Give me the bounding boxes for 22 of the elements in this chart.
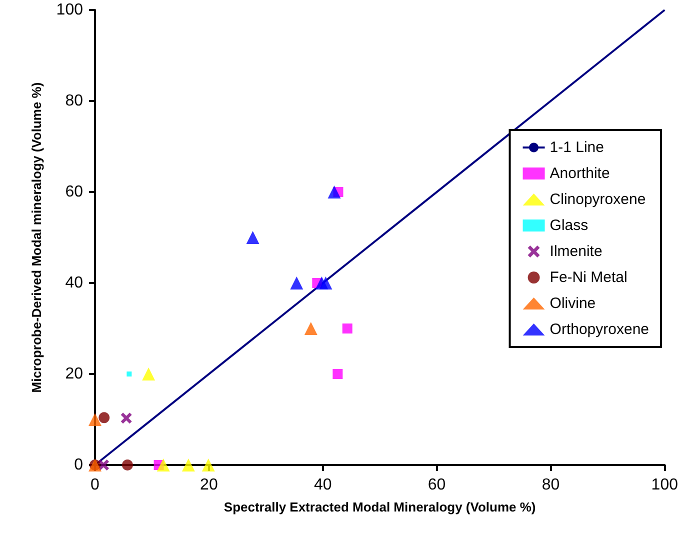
legend-label: Glass xyxy=(550,217,588,234)
y-tick-label: 60 xyxy=(65,184,84,200)
x-axis-title: Spectrally Extracted Modal Mineralogy (Volume %) xyxy=(224,499,536,514)
y-tick-label: 100 xyxy=(56,2,84,18)
y-axis-title: Microprobe-Derived Modal mineralogy (Volume %) xyxy=(28,82,44,393)
legend-label: Ilmenite xyxy=(550,243,602,260)
legend-label: Olivine xyxy=(550,295,596,312)
legend-label: Orthopyroxene xyxy=(550,321,650,338)
legend-label: Anorthite xyxy=(550,165,610,182)
x-tick-label: 20 xyxy=(200,476,218,494)
y-tick-label: 40 xyxy=(65,274,84,292)
legend-label: 1-1 Line xyxy=(550,139,604,156)
x-tick-label: 80 xyxy=(542,476,560,494)
x-tick-label: 60 xyxy=(428,476,446,494)
legend-label: Clinopyroxene xyxy=(550,191,646,208)
x-tick-label: 40 xyxy=(314,476,332,494)
x-tick-label: 0 xyxy=(90,476,100,494)
legend-label: Fe-Ni Metal xyxy=(550,269,628,286)
y-tick-label: 80 xyxy=(65,92,84,110)
y-tick-label: 20 xyxy=(65,366,84,382)
x-tick-label: 100 xyxy=(651,476,678,494)
y-tick-label: 0 xyxy=(74,456,84,474)
